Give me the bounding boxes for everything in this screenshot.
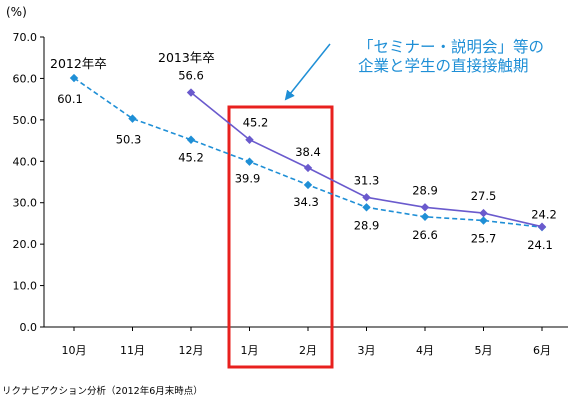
- data-label: 24.1: [527, 238, 553, 252]
- series-2013: [186, 88, 547, 231]
- data-labels: 60.1 50.3 45.2 39.9 34.3 28.9 26.6 25.7 24.1 56.6…: [57, 69, 557, 253]
- x-tick-label: 1月: [241, 344, 259, 357]
- y-tick-label: 30.0: [13, 197, 38, 210]
- data-label: 45.2: [243, 116, 269, 130]
- data-label: 34.3: [293, 195, 319, 209]
- data-label: 39.9: [235, 172, 261, 186]
- data-point: [420, 203, 430, 212]
- series-label-2013: 2013年卒: [158, 50, 215, 65]
- data-point: [245, 157, 254, 166]
- data-label: 60.1: [57, 92, 83, 106]
- highlight-box: [227, 105, 334, 369]
- data-point: [128, 114, 137, 123]
- data-label: 25.7: [471, 232, 497, 246]
- y-tick-label: 50.0: [13, 114, 38, 127]
- x-tick-label: 3月: [358, 344, 376, 357]
- x-tick-label: 5月: [475, 344, 493, 357]
- data-label: 50.3: [116, 133, 142, 147]
- data-label: 45.2: [178, 151, 204, 165]
- data-point: [362, 193, 371, 202]
- x-tick-label: 10月: [62, 344, 87, 357]
- data-point: [303, 163, 313, 173]
- annotation-arrow: [284, 43, 331, 101]
- data-point: [362, 203, 371, 212]
- y-tick-label: 60.0: [13, 72, 38, 85]
- data-point: [186, 88, 196, 97]
- data-point: [69, 73, 79, 83]
- data-point: [479, 208, 488, 218]
- data-point: [479, 216, 488, 225]
- x-tick-label: 2月: [299, 344, 317, 357]
- annotation-line-2: 企業と学生の直接接触期: [358, 57, 529, 75]
- y-tick-label: 70.0: [13, 31, 38, 44]
- data-label: 28.9: [354, 218, 380, 232]
- x-tick-label: 12月: [179, 344, 204, 357]
- data-label: 28.9: [412, 183, 438, 197]
- y-tick-label: 20.0: [13, 238, 38, 251]
- series-label-2012: 2012年卒: [50, 56, 107, 71]
- annotation-line-1: 「セミナー・説明会」等の: [358, 38, 544, 56]
- data-label: 24.2: [531, 208, 557, 222]
- data-point: [537, 222, 547, 231]
- tick-labels: 0.0 10.0 20.0 30.0 40.0 50.0 60.0 70.0 10月 11月 12月…: [13, 31, 552, 357]
- unit-label: (%): [6, 5, 27, 19]
- data-point: [245, 135, 254, 144]
- y-tick-label: 0.0: [20, 321, 38, 334]
- source-note: リクナビアクション分析（2012年6月末時点）: [2, 385, 203, 397]
- data-label: 56.6: [178, 69, 204, 83]
- data-label: 27.5: [471, 189, 497, 203]
- y-tick-label: 40.0: [13, 155, 38, 168]
- data-label: 26.6: [412, 228, 438, 242]
- data-label: 31.3: [354, 173, 380, 187]
- data-point: [420, 212, 430, 221]
- x-tick-label: 4月: [416, 344, 434, 357]
- data-point: [303, 180, 313, 190]
- y-tick-label: 10.0: [13, 280, 38, 293]
- data-point: [186, 135, 196, 144]
- data-label: 38.4: [295, 145, 321, 159]
- x-tick-label: 11月: [120, 344, 145, 357]
- x-tick-label: 6月: [533, 344, 551, 357]
